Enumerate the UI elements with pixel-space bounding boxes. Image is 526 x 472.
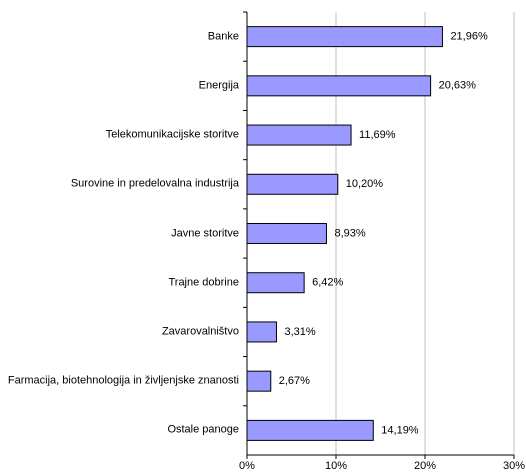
value-label: 20,63% [439, 80, 477, 92]
y-tick-label: Farmacija, biotehnologija in življenjske… [7, 374, 239, 387]
y-tick-label: Javne storitve [171, 227, 239, 239]
x-tick-label: 10% [325, 460, 347, 472]
y-tick-label: Ostale panoge [167, 423, 239, 436]
x-tick-label: 30% [503, 460, 525, 472]
x-tick-label: 20% [414, 460, 436, 472]
y-tick-label: Banke [207, 30, 239, 43]
value-label: 14,19% [381, 424, 419, 436]
y-tick-label: Energija [198, 79, 239, 92]
value-label: 8,93% [334, 227, 365, 239]
x-tick-label: 0% [239, 460, 255, 472]
y-tick-label: Telekomunikacijske storitve [105, 128, 239, 141]
bar [246, 75, 432, 97]
bar [246, 321, 277, 343]
y-tick-label: Trajne dobrine [168, 276, 239, 289]
bar [246, 272, 305, 294]
bar [246, 173, 339, 195]
y-tick-label: Surovine in predelovalna industrija [70, 177, 239, 190]
bar [246, 124, 352, 146]
value-label: 2,67% [279, 375, 310, 387]
bar [246, 419, 374, 441]
bar [246, 223, 327, 244]
value-label: 11,69% [359, 129, 396, 141]
bar [246, 26, 443, 48]
value-label: 6,42% [312, 277, 343, 289]
bar [246, 370, 272, 392]
value-label: 21,96% [450, 31, 488, 43]
y-tick-label: Zavarovalništvo [161, 325, 239, 338]
value-label: 10,20% [346, 178, 384, 190]
value-label: 3,31% [284, 326, 315, 338]
